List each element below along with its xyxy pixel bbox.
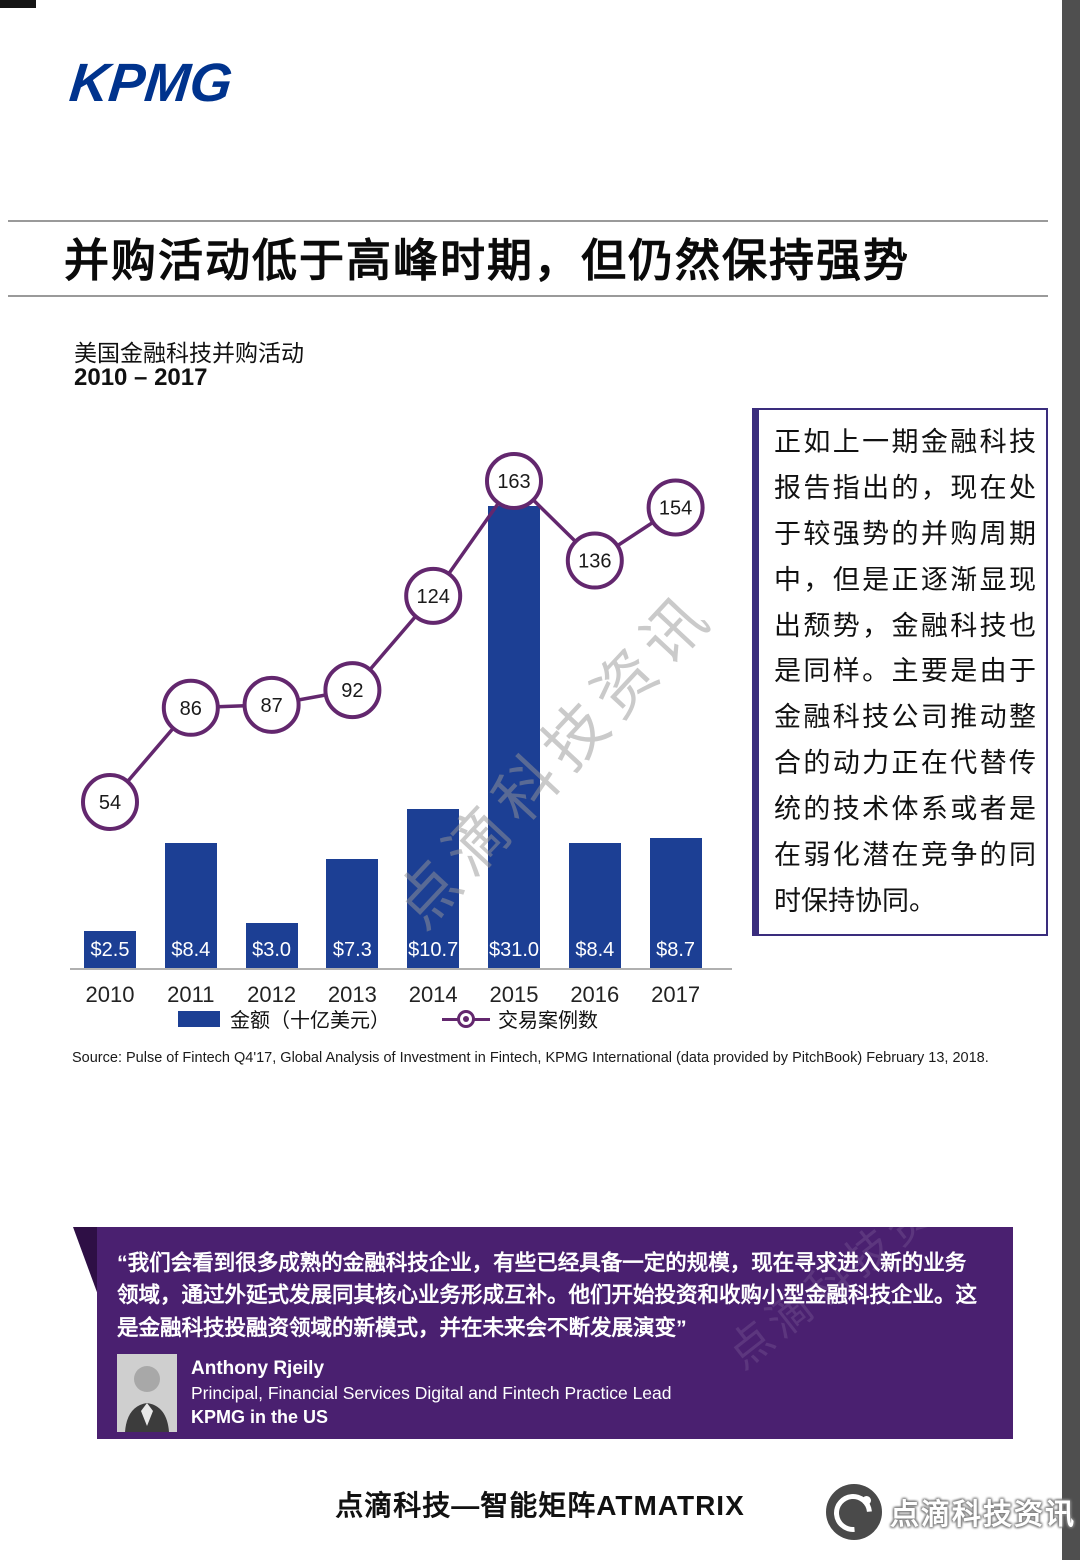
deal-count-value-2017: 154 — [659, 498, 692, 520]
bar-2014 — [407, 808, 460, 968]
source-note: Source: Pulse of Fintech Q4'17, Global A… — [72, 1050, 989, 1066]
bar-value-label-2017: $8.7 — [656, 939, 696, 961]
ma-activity-combo-chart: $2.5 2010 $8.4 2011 $3.0 2012 $7.3 2013 $10.7 201… — [70, 420, 740, 1035]
bar-2010 — [84, 930, 136, 968]
brand-badge-icon — [826, 1484, 882, 1540]
bar-2012 — [245, 923, 298, 968]
commentary-text: 正如上一期金融科技报告指出的，现在处于较强势的并购周期中，但是正逐渐显现出颓势，… — [774, 427, 1036, 916]
bar-value-label-2015: $31.0 — [488, 939, 540, 961]
deal-count-marker-2017 — [646, 478, 705, 537]
author-meta: Anthony Rjeily Principal, Financial Serv… — [191, 1354, 672, 1428]
bar-2017 — [649, 838, 702, 968]
brand-badge-dot — [862, 1496, 871, 1505]
bar-2015 — [488, 506, 540, 968]
footer-brand: 点滴科技—智能矩阵ATMATRIX — [335, 1490, 745, 1521]
x-axis-label-2015: 2015 — [489, 982, 539, 1007]
line-legend-circle — [457, 1009, 475, 1028]
deal-count-marker-2011 — [161, 678, 220, 737]
chart-subtitle: 美国金融科技并购活动 — [74, 341, 304, 366]
x-axis-line — [70, 968, 732, 970]
portrait-silhouette — [117, 1353, 177, 1432]
page-title: 并购活动低于高峰时期，但仍然保持强势 — [64, 236, 911, 286]
deal-count-marker-2010 — [81, 773, 139, 832]
line-legend-dot — [463, 1015, 469, 1022]
deal-count-marker-2012 — [242, 675, 301, 734]
deal-count-value-2016: 136 — [578, 551, 611, 573]
author-row: Anthony Rjeily Principal, Financial Serv… — [117, 1353, 987, 1432]
title-rule-bottom — [8, 295, 1048, 297]
kpmg-logo: KPMG — [66, 53, 236, 113]
bar-legend-swatch — [178, 1010, 220, 1027]
title-rule-top — [8, 220, 1048, 222]
x-axis-label-2011: 2011 — [167, 982, 215, 1007]
bar-value-label-2014: $10.7 — [408, 939, 459, 961]
deal-count-value-2014: 124 — [417, 586, 450, 608]
chart-legend: 金额（十亿美元） 交易案例数 — [178, 1004, 598, 1033]
bar-value-label-2016: $8.4 — [575, 939, 615, 961]
commentary-box: 正如上一期金融科技报告指出的，现在处于较强势的并购周期中，但是正逐渐显现出颓势，… — [752, 408, 1048, 936]
author-photo — [117, 1353, 177, 1432]
deal-count-value-2015: 163 — [497, 471, 530, 493]
x-axis-label-2014: 2014 — [408, 982, 458, 1007]
chart-period: 2010 – 2017 — [74, 364, 208, 391]
deal-count-marker-2014 — [404, 566, 463, 625]
bar-value-label-2010: $2.5 — [90, 939, 130, 961]
scan-artifact-right-edge — [1062, 0, 1080, 1560]
bar-value-label-2013: $7.3 — [332, 939, 372, 961]
deal-count-value-2011: 86 — [180, 698, 202, 720]
x-axis-label-2012: 2012 — [247, 982, 297, 1007]
line-legend-label: 交易案例数 — [498, 1010, 598, 1032]
brand-badge-label: 点滴科技资讯 — [890, 1499, 1077, 1531]
scan-artifact-top-left — [0, 0, 36, 8]
deal-count-value-2013: 92 — [341, 680, 363, 702]
deal-count-value-2010: 54 — [99, 792, 121, 814]
x-axis-label-2017: 2017 — [651, 982, 701, 1007]
bar-legend-label: 金额（十亿美元） — [230, 1010, 390, 1032]
wechat-brand-badge: 点滴科技资讯 — [826, 1484, 1076, 1540]
x-axis-label-2010: 2010 — [85, 982, 135, 1007]
deal-count-value-2012: 87 — [260, 695, 282, 717]
brand-badge-ring — [826, 1486, 880, 1540]
bar-2011 — [164, 842, 217, 968]
author-title: Principal, Financial Services Digital an… — [191, 1382, 672, 1403]
line-legend-icon — [442, 1009, 490, 1029]
legend-item-amount: 金额（十亿美元） — [178, 1004, 390, 1033]
x-axis-label-2016: 2016 — [570, 982, 620, 1007]
deal-count-marker-2015 — [485, 452, 543, 510]
bar-value-label-2012: $3.0 — [252, 939, 292, 961]
bar-2016 — [568, 842, 621, 968]
quote-box: “我们会看到很多成熟的金融科技企业，有些已经具备一定的规模，现在寻求进入新的业务… — [97, 1227, 1013, 1439]
deal-count-marker-2013 — [323, 661, 382, 720]
x-axis-label-2013: 2013 — [327, 982, 377, 1007]
author-org: KPMG in the US — [191, 1406, 329, 1427]
quote-ribbon-fold — [73, 1227, 98, 1295]
author-name: Anthony Rjeily — [191, 1357, 325, 1379]
bar-2013 — [326, 859, 379, 968]
bar-value-label-2011: $8.4 — [171, 939, 211, 961]
quote-text: “我们会看到很多成熟的金融科技企业，有些已经具备一定的规模，现在寻求进入新的业务… — [117, 1251, 978, 1340]
deal-count-marker-2016 — [565, 531, 624, 590]
legend-item-deals: 交易案例数 — [442, 1004, 598, 1033]
